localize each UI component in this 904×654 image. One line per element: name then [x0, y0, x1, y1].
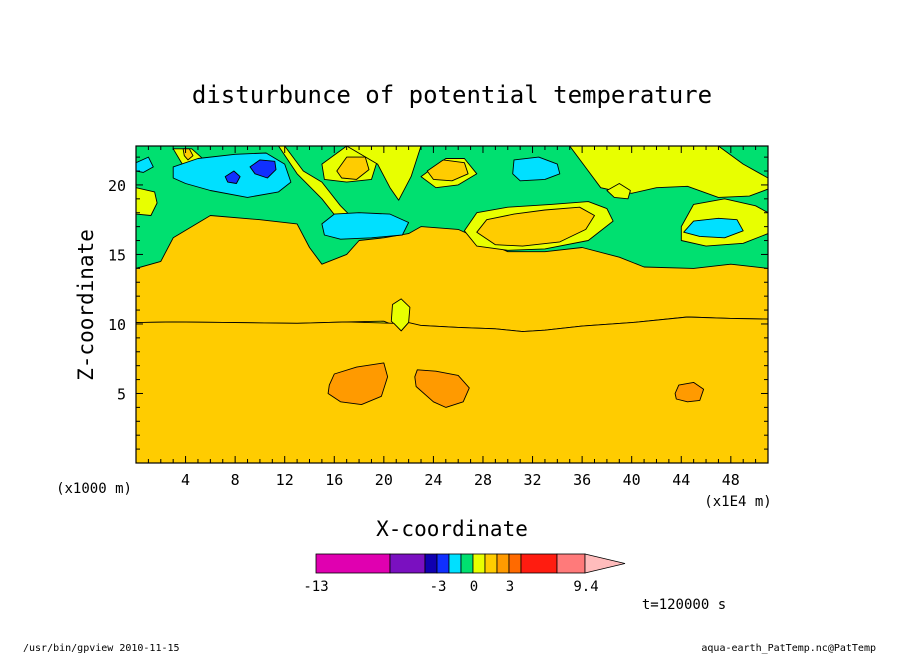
- colorbar-cell-8: [496, 553, 510, 574]
- x-tick-label-40: 40: [623, 471, 641, 489]
- colorbar-arrow: [584, 553, 626, 574]
- x-tick-label-16: 16: [325, 471, 343, 489]
- x-axis-label: X-coordinate: [376, 517, 528, 541]
- colorbar-cell-1: [389, 553, 426, 574]
- colorbar-cell-6: [472, 553, 486, 574]
- colorbar-cell-2: [424, 553, 438, 574]
- contour-region-5: [346, 146, 422, 201]
- colorbar-label-4: 9.4: [573, 579, 598, 595]
- contour-region-27: [674, 381, 705, 403]
- colorbar-labels: -13 -3 0 3 9.4: [303, 579, 598, 595]
- contour-region-12: [136, 156, 154, 173]
- colorbar-cell-10: [520, 553, 558, 574]
- contour-region-17: [249, 159, 277, 179]
- contour-region-18: [336, 156, 370, 180]
- contour-fill-group: [136, 146, 768, 463]
- x-tick-label-20: 20: [375, 471, 393, 489]
- x-tick-label-24: 24: [424, 471, 442, 489]
- y-axis-label: Z-coordinate: [74, 229, 98, 381]
- footer-source: aqua-earth_PatTemp.nc@PatTemp: [701, 643, 876, 654]
- colorbar-cell-7: [484, 553, 498, 574]
- colorbar-label-2: 0: [470, 579, 478, 595]
- contour-region-15: [683, 217, 744, 239]
- contour-region-19: [426, 159, 469, 182]
- x-axis-ticks: 4 8 12 16 20 24 28 32 36 40 44 48: [147, 146, 769, 489]
- x-tick-label-48: 48: [722, 471, 740, 489]
- contour-region-25: [327, 362, 389, 406]
- x-tick-label-28: 28: [474, 471, 492, 489]
- colorbar: [315, 553, 626, 574]
- contour-region-16: [224, 170, 241, 184]
- x-tick-label-32: 32: [524, 471, 542, 489]
- time-label: t=120000 s: [642, 597, 726, 613]
- contour-region-13: [321, 212, 410, 240]
- colorbar-cell-3: [436, 553, 450, 574]
- chart-title: disturbunce of potential temperature: [192, 81, 712, 109]
- colorbar-cell-4: [448, 553, 462, 574]
- z-unit-note: (x1000 m): [56, 481, 132, 497]
- colorbar-cell-5: [460, 553, 474, 574]
- colorbar-label-0: -13: [303, 579, 328, 595]
- plot-frame: [135, 145, 769, 464]
- x-tick-label-4: 4: [181, 471, 190, 489]
- footer-command: /usr/bin/gpview 2010-11-15: [23, 643, 180, 654]
- colorbar-cell-9: [508, 553, 522, 574]
- contour-region-14: [512, 156, 561, 182]
- y-axis-ticks: 5 10 15 20: [108, 156, 768, 450]
- y-tick-label-20: 20: [108, 177, 126, 195]
- contour-region-10: [606, 183, 631, 200]
- x-tick-label-44: 44: [672, 471, 690, 489]
- x-tick-label-36: 36: [573, 471, 591, 489]
- colorbar-label-1: -3: [430, 579, 447, 595]
- contour-region-1: [136, 187, 158, 216]
- x-tick-label-8: 8: [231, 471, 240, 489]
- y-tick-label-15: 15: [108, 246, 126, 264]
- colorbar-cell-0: [315, 553, 391, 574]
- contour-region-20: [476, 206, 595, 247]
- colorbar-label-3: 3: [506, 579, 514, 595]
- x-unit-note: (x1E4 m): [704, 494, 771, 510]
- x-tick-label-12: 12: [276, 471, 294, 489]
- y-tick-label-5: 5: [117, 385, 126, 403]
- y-tick-label-10: 10: [108, 316, 126, 334]
- colorbar-cell-11: [556, 553, 586, 574]
- contour-region-26: [414, 369, 470, 408]
